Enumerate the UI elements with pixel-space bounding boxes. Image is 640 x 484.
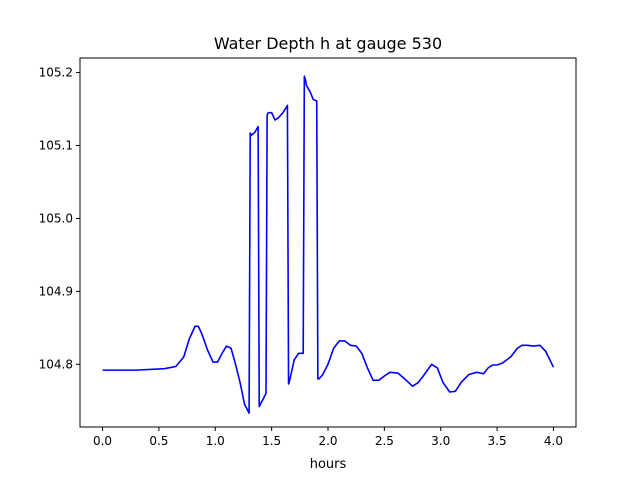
plot-area [80, 58, 576, 427]
x-tick-label: 1.0 [206, 434, 225, 448]
x-tick-label: 2.0 [318, 434, 337, 448]
x-tick-label: 4.0 [544, 434, 563, 448]
y-tick-label: 105.2 [39, 66, 73, 80]
y-tick-label: 104.9 [39, 284, 73, 298]
x-axis-label: hours [310, 457, 347, 472]
y-tick-label: 104.8 [39, 357, 73, 371]
y-axis-ticks: 104.8 104.9 105.0 105.1 105.2 [39, 66, 80, 371]
x-axis-ticks: 0.0 0.5 1.0 1.5 2.0 2.5 3.0 3.5 4.0 [93, 427, 563, 448]
x-tick-label: 3.0 [431, 434, 450, 448]
x-tick-label: 3.5 [488, 434, 507, 448]
chart-title: Water Depth h at gauge 530 [214, 34, 442, 53]
x-tick-label: 0.0 [93, 434, 112, 448]
x-tick-label: 2.5 [375, 434, 394, 448]
y-tick-label: 105.1 [39, 139, 73, 153]
x-tick-label: 1.5 [262, 434, 281, 448]
plot-frame [79, 57, 577, 428]
y-tick-label: 105.0 [39, 211, 73, 225]
series-line-0 [102, 75, 555, 414]
x-tick-label: 0.5 [149, 434, 168, 448]
series-layer [102, 75, 555, 414]
